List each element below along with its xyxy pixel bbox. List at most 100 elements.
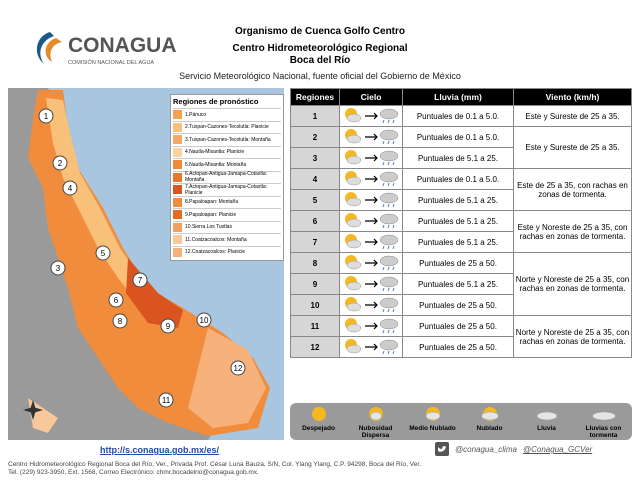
map-legend-item: 12.Coatzacoalcos: Planicie	[173, 245, 281, 259]
arrow	[365, 175, 378, 183]
logo-text: CONAGUA	[68, 34, 177, 57]
icon-legend-item: Nubosidad Dispersa	[347, 403, 404, 440]
sky-cell	[339, 294, 403, 316]
map-legend-item: 8.Papaloapan: Montaña	[173, 195, 281, 209]
rain-cell: Puntuales de 25 a 50.	[402, 294, 514, 316]
swatch	[173, 247, 182, 257]
rain-cloud	[379, 276, 399, 288]
rain-cloud	[379, 150, 399, 162]
swatch	[173, 222, 182, 232]
rain-cloud	[379, 213, 399, 225]
table-row: 9 Puntuales de 5.1 a 25.	[290, 273, 632, 295]
url[interactable]: http://s.conagua.gob.mx/es/	[100, 445, 220, 455]
cloud	[425, 411, 440, 421]
region-cell: 7	[290, 231, 340, 253]
sky-cell	[339, 273, 403, 295]
region-number: 6	[114, 296, 119, 305]
sky-icon	[345, 150, 399, 166]
rain-cell: Puntuales de 0.1 a 5.0.	[402, 168, 514, 190]
region-number: 8	[118, 317, 123, 326]
map-legend-item: 5.Nautla-Misantla: Montaña	[173, 158, 281, 171]
weather-icon	[591, 411, 616, 421]
icon-legend-label: Lluvias con tormenta	[585, 425, 622, 439]
region-number: 9	[166, 322, 171, 331]
icon-legend-item: Lluvias con tormenta	[575, 403, 632, 440]
region-number: 7	[138, 276, 143, 285]
cloud	[346, 344, 362, 354]
map-legend-item: 6.Actopan-Antigua-Jamapa-Cotaxtla: Monta…	[173, 170, 281, 183]
arrow	[365, 259, 378, 267]
sky-icon	[345, 339, 399, 355]
region-number: 5	[101, 249, 106, 258]
sky-icon	[345, 234, 399, 250]
cloud	[480, 411, 499, 421]
rain	[382, 182, 395, 187]
cloud	[591, 411, 616, 421]
region-cell: 12	[290, 336, 340, 358]
sky-cell	[339, 147, 403, 169]
wind-cell: Norte y Noreste de 25 a 35, con rachas e…	[513, 252, 632, 316]
contact: Tel. (229) 923-3950, Ext. 1568, Correo E…	[8, 469, 259, 476]
twitter: @conagua_clima	[455, 445, 517, 454]
sky-icon	[345, 276, 399, 292]
map-legend-label: 1.Pánuco	[185, 111, 207, 118]
wind-cell: Este y Sureste de 25 a 35.	[513, 105, 632, 127]
map-legend-label: 5.Nautla-Misantla: Montaña	[185, 161, 247, 168]
logo-sub: COMISIÓN NACIONAL DEL AGUA	[68, 59, 154, 66]
rain-cloud	[379, 108, 399, 120]
rain	[382, 266, 395, 271]
sky-cell	[339, 252, 403, 274]
map-legend-item: 2.Tuxpan-Cazones-Tecolutla: Planicie	[173, 120, 281, 134]
region-cell: 6	[290, 210, 340, 232]
table-row: 6 Puntuales de 5.1 a 25. Este y Noreste de…	[290, 210, 632, 253]
map-legend-item: 3.Tuxpan-Cazones-Tecolutla: Montaña	[173, 133, 281, 146]
region-marker	[158, 392, 174, 408]
region-cell: 1	[290, 105, 340, 127]
rain-cloud	[379, 192, 399, 204]
swatch	[173, 147, 182, 157]
table-row: 1 Puntuales de 0.1 a 5.0. Este y Sureste d…	[290, 105, 632, 127]
swatch	[173, 110, 182, 120]
region-number: 12	[234, 364, 243, 373]
map-legend-item: 10.Sierra Los Tuxtlas	[173, 220, 281, 234]
region-marker	[50, 260, 66, 276]
arrow	[365, 112, 378, 120]
table-row: 12 Puntuales de 25 a 50.	[290, 336, 632, 358]
rain	[382, 140, 395, 145]
sky-cell	[339, 210, 403, 232]
rain-cloud	[379, 171, 399, 183]
weather-icon	[368, 407, 383, 421]
map-legend-label: 11.Coatzacoalcos: Montaña	[185, 236, 247, 243]
sky-cell	[339, 189, 403, 211]
cloud	[346, 176, 362, 186]
wind-cell: Este y Noreste de 25 a 35, con rachas en…	[513, 210, 632, 253]
rain-cloud	[379, 339, 399, 351]
rain-cell: Puntuales de 5.1 a 25.	[402, 273, 514, 295]
map-legend-label: 2.Tuxpan-Cazones-Tecolutla: Planicie	[185, 124, 269, 131]
sky-cell	[339, 168, 403, 190]
arrow	[365, 133, 378, 141]
rain-cell: Puntuales de 0.1 a 5.0.	[402, 105, 514, 127]
arrow	[365, 154, 378, 162]
header-line: Boca del Río	[289, 55, 351, 66]
rain	[382, 245, 395, 250]
twitter[interactable]: @Conagua_GCVer	[523, 445, 593, 454]
sun	[311, 407, 326, 421]
sky-icon	[345, 255, 399, 271]
region-cell: 4	[290, 168, 340, 190]
region-marker	[62, 180, 78, 196]
region-number: 1	[44, 112, 49, 121]
table-row: 3 Puntuales de 5.1 a 25.	[290, 147, 632, 169]
rain-cell: Puntuales de 5.1 a 25.	[402, 189, 514, 211]
region-marker	[95, 245, 111, 261]
swatch	[173, 122, 182, 132]
cloud	[346, 218, 362, 228]
rain-cloud	[379, 297, 399, 309]
map-legend-label: 12.Coatzacoalcos: Planicie	[185, 249, 246, 256]
rain-cloud	[379, 129, 399, 141]
table-row: 7 Puntuales de 5.1 a 25.	[290, 231, 632, 253]
column-header: Regiones	[290, 88, 340, 106]
rain	[382, 287, 395, 292]
cloud	[346, 281, 362, 291]
region-cell: 3	[290, 147, 340, 169]
